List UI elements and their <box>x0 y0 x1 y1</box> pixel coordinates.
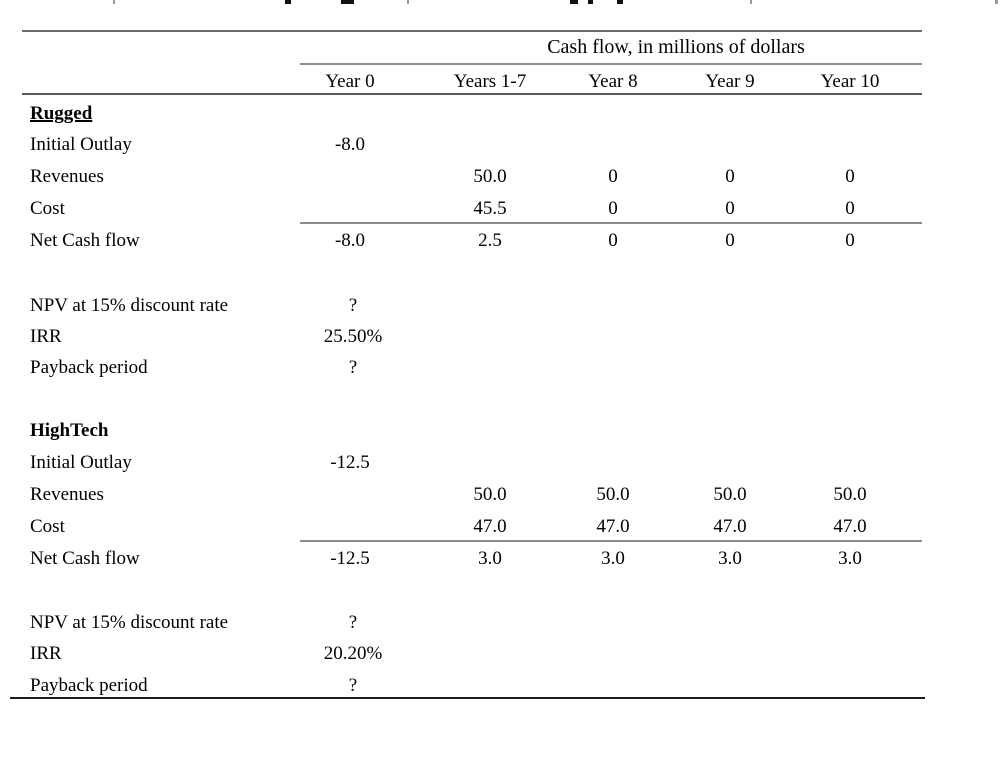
row-label: Revenues <box>30 166 104 187</box>
table-cell: 47.0 <box>833 516 867 537</box>
metric-value: ? <box>348 357 358 378</box>
column-header: Years 1-7 <box>453 71 527 92</box>
bottom-rule <box>10 697 925 699</box>
table-cell: 47.0 <box>473 516 507 537</box>
column-header: Year 9 <box>705 71 755 92</box>
table-cell: 3.0 <box>838 548 862 569</box>
group-header-rule <box>300 63 922 65</box>
table-cell: 50.0 <box>833 484 867 505</box>
hightech-total-rule <box>300 540 922 542</box>
clipped-text-fragment <box>570 0 578 4</box>
metric-label: NPV at 15% discount rate <box>30 295 229 316</box>
table-cell: 45.5 <box>473 198 507 219</box>
metric-value: ? <box>348 675 358 696</box>
metric-label: NPV at 15% discount rate <box>30 612 229 633</box>
table-cell: 3.0 <box>478 548 502 569</box>
table-cell: 50.0 <box>596 484 630 505</box>
table-cell: 0 <box>608 198 618 219</box>
row-label: Cost <box>30 198 65 219</box>
table-cell: -12.5 <box>330 548 370 569</box>
metric-value: 20.20% <box>323 643 383 664</box>
metric-label: IRR <box>30 643 62 664</box>
row-label: Net Cash flow <box>30 548 140 569</box>
table-cell: 0 <box>845 166 855 187</box>
table-cell: 0 <box>725 230 735 251</box>
clipped-text-fragment <box>407 0 409 4</box>
table-cell: 0 <box>845 230 855 251</box>
rugged-total-rule <box>300 222 922 224</box>
table-group-title: Cash flow, in millions of dollars <box>547 36 805 58</box>
clipped-text-fragment <box>113 0 115 4</box>
table-cell: 50.0 <box>473 166 507 187</box>
metric-label: Payback period <box>30 357 148 378</box>
top-rule <box>22 30 922 32</box>
table-cell: 0 <box>845 198 855 219</box>
clipped-text-fragment <box>995 0 998 4</box>
section-title: Rugged <box>30 103 93 124</box>
clipped-text-fragment <box>617 0 623 4</box>
table-cell: 50.0 <box>473 484 507 505</box>
table-cell: 0 <box>608 166 618 187</box>
metric-label: Payback period <box>30 675 148 696</box>
table-cell: 0 <box>725 166 735 187</box>
table-cell: -12.5 <box>330 452 370 473</box>
row-label: Net Cash flow <box>30 230 140 251</box>
table-cell: 3.0 <box>718 548 742 569</box>
table-cell: 50.0 <box>713 484 747 505</box>
clipped-text-fragment <box>285 0 291 4</box>
metric-label: IRR <box>30 326 62 347</box>
table-cell: -8.0 <box>334 230 366 251</box>
table-cell: 0 <box>608 230 618 251</box>
table-cell: -8.0 <box>334 134 366 155</box>
metric-value: ? <box>348 612 358 633</box>
column-header-rule <box>22 93 922 95</box>
row-label: Cost <box>30 516 65 537</box>
column-header: Year 10 <box>820 71 880 92</box>
row-label: Initial Outlay <box>30 134 132 155</box>
section-title: HighTech <box>30 420 109 441</box>
table-cell: 47.0 <box>596 516 630 537</box>
column-header: Year 0 <box>325 71 375 92</box>
table-cell: 2.5 <box>478 230 502 251</box>
column-header: Year 8 <box>588 71 638 92</box>
metric-value: 25.50% <box>323 326 383 347</box>
clipped-text-fragment <box>750 0 752 4</box>
table-cell: 3.0 <box>601 548 625 569</box>
clipped-text-fragment <box>341 0 354 4</box>
table-cell: 0 <box>725 198 735 219</box>
clipped-text-fragment <box>588 0 593 4</box>
row-label: Initial Outlay <box>30 452 132 473</box>
metric-value: ? <box>348 295 358 316</box>
row-label: Revenues <box>30 484 104 505</box>
table-cell: 47.0 <box>713 516 747 537</box>
